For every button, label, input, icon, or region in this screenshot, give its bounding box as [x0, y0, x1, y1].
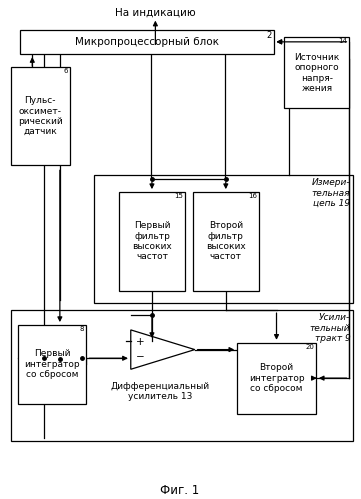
Bar — [237, 343, 316, 414]
Text: −: − — [136, 352, 145, 362]
Text: Второй
интегратор
со сбросом: Второй интегратор со сбросом — [249, 363, 304, 393]
Text: Первый
интегратор
со сбросом: Первый интегратор со сбросом — [24, 349, 80, 379]
Bar — [193, 192, 259, 290]
Text: 8: 8 — [80, 326, 84, 332]
Bar — [284, 37, 349, 108]
Text: 2: 2 — [266, 30, 271, 39]
Bar — [21, 29, 274, 54]
Bar — [94, 175, 353, 303]
Text: +: + — [136, 337, 145, 347]
Text: Дифференциальный
усилитель 13: Дифференциальный усилитель 13 — [111, 382, 210, 402]
Text: 6: 6 — [63, 68, 68, 74]
Text: 20: 20 — [305, 344, 314, 350]
Bar — [10, 310, 353, 441]
Text: Пульс-
оксимет-
рический
датчик: Пульс- оксимет- рический датчик — [18, 96, 62, 136]
Text: Первый
фильтр
высоких
частот: Первый фильтр высоких частот — [132, 221, 172, 261]
Bar — [10, 67, 70, 166]
Text: 14: 14 — [339, 38, 347, 44]
Bar — [18, 325, 86, 404]
Text: Второй
фильтр
высоких
частот: Второй фильтр высоких частот — [206, 221, 246, 261]
Text: Фиг. 1: Фиг. 1 — [160, 485, 200, 498]
Bar — [119, 192, 185, 290]
Text: Усили-
тельный
тракт 9: Усили- тельный тракт 9 — [310, 313, 351, 343]
Text: 16: 16 — [248, 193, 257, 199]
Text: Микропроцессорный блок: Микропроцессорный блок — [75, 37, 219, 47]
Text: Измери-
тельная
цепь 19: Измери- тельная цепь 19 — [312, 178, 351, 208]
Text: На индикацию: На индикацию — [115, 8, 196, 18]
Text: Источник
опорного
напря-
жения: Источник опорного напря- жения — [294, 53, 339, 93]
Text: 15: 15 — [174, 193, 183, 199]
